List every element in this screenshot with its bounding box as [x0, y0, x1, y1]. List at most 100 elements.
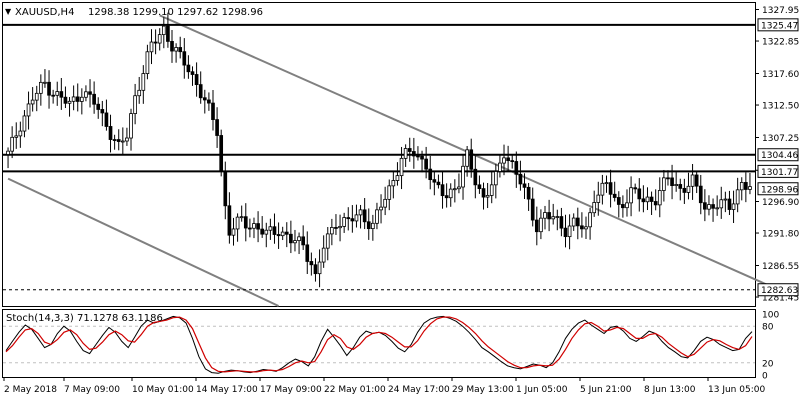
level-price-label: 1304.46	[761, 151, 798, 161]
stoch-tick-label: 80	[762, 323, 774, 333]
candle-bull	[330, 227, 334, 235]
price-tick-label: 1317.60	[762, 70, 799, 80]
level-price-box	[757, 164, 799, 178]
time-tick-label: 24 May 17:00	[388, 385, 450, 395]
candle-bear	[108, 126, 113, 140]
candle-bull	[748, 186, 752, 190]
candle-bull	[10, 136, 14, 152]
candle-bear	[88, 91, 92, 95]
candle-bear	[641, 198, 646, 203]
candle-bull	[79, 96, 84, 102]
candle-bear	[334, 227, 338, 229]
candle-bear	[100, 109, 105, 114]
candle-bull	[739, 182, 744, 191]
candle-bear	[678, 184, 683, 189]
level-price-label: 1282.63	[761, 286, 798, 296]
candle-bear	[416, 155, 420, 158]
candle-bear	[243, 216, 248, 229]
candle-bear	[194, 74, 199, 86]
candle-bull	[67, 100, 72, 104]
candle-bear	[547, 212, 551, 220]
candle-bear	[711, 204, 715, 209]
level-price-label: 1301.77	[761, 168, 798, 178]
candle-bear	[223, 170, 228, 207]
candle-bull	[588, 212, 592, 228]
candle-bull	[457, 186, 461, 190]
candle-bear	[215, 119, 219, 136]
level-price-box	[757, 18, 799, 32]
candle-bear	[666, 177, 670, 180]
candle-bear	[698, 185, 703, 204]
candle-bull	[375, 209, 379, 224]
candle-bull	[6, 150, 10, 155]
candle-bear	[506, 157, 510, 162]
candle-bear	[96, 103, 101, 110]
candle-bear	[514, 161, 519, 175]
level-price-label: 1325.47	[761, 21, 798, 31]
candle-bull	[539, 217, 543, 233]
candle-bear	[682, 187, 687, 193]
candle-bull	[662, 177, 666, 191]
time-tick-label: 5 Jun 21:00	[580, 385, 632, 395]
candle-bear	[670, 177, 674, 186]
candle-bull	[34, 92, 39, 101]
candle-bull	[149, 41, 154, 53]
candle-bull	[555, 216, 560, 218]
trendline-2	[7, 177, 280, 307]
candle-bear	[633, 187, 638, 190]
candle-bear	[92, 93, 96, 105]
candle-bull	[120, 140, 125, 143]
candles-layer	[6, 12, 752, 288]
candle-bull	[543, 212, 547, 219]
price-tick-label: 1327.95	[762, 6, 799, 16]
candle-bull	[293, 240, 297, 244]
candle-bull	[71, 96, 76, 102]
candle-bear	[170, 41, 174, 52]
price-tick-label: 1296.90	[762, 198, 799, 208]
time-tick-label: 29 May 13:00	[452, 385, 514, 395]
candle-bull	[84, 91, 88, 98]
candle-bear	[612, 193, 617, 198]
candle-bull	[399, 157, 404, 177]
candle-bear	[272, 226, 277, 235]
candle-bull	[674, 184, 679, 186]
candle-bull	[342, 217, 346, 227]
candle-bull	[403, 148, 408, 159]
stoch-tick-label: 100	[762, 311, 779, 321]
chart-menu-arrow[interactable]: ▼	[5, 7, 12, 16]
candle-bear	[608, 182, 613, 195]
candle-bull	[145, 51, 150, 74]
candle-bull	[55, 91, 60, 96]
candle-bull	[657, 190, 662, 206]
candle-bear	[276, 234, 281, 237]
candle-bull	[137, 89, 142, 97]
candle-bear	[575, 217, 580, 227]
candle-bear	[444, 195, 449, 199]
time-tick-label: 14 May 17:00	[196, 385, 258, 395]
candle-bull	[387, 185, 392, 200]
candle-bear	[198, 84, 203, 99]
candle-bull	[600, 182, 605, 196]
time-axis: 2 May 2018 7 May 09:00 10 May 01:00 14 May …	[3, 377, 765, 395]
price-tick-label: 1291.80	[762, 230, 799, 240]
candle-bull	[645, 196, 650, 203]
candle-bull	[498, 162, 502, 172]
candle-bull	[231, 228, 236, 236]
candle-bull	[584, 226, 588, 230]
current-price-label: 1298.96	[761, 185, 798, 195]
candle-bull	[379, 206, 383, 211]
candle-bear	[526, 186, 531, 200]
time-tick-label: 13 Jun 05:00	[708, 385, 765, 395]
candle-bull	[452, 188, 457, 191]
price-tick-label: 1286.55	[762, 262, 799, 272]
level-price-box	[757, 283, 799, 297]
candle-bear	[469, 149, 474, 170]
ohlc-readout: 1298.38 1299.10 1297.62 1298.96	[88, 7, 263, 18]
candle-bull	[264, 229, 269, 235]
price-axis: 1327.95 1322.85 1317.60 1312.50 1307.25 1301.…	[755, 6, 799, 304]
candle-bear	[649, 196, 654, 202]
candle-bull	[461, 165, 465, 188]
level-lines-layer	[3, 23, 755, 291]
candle-bear	[637, 188, 642, 200]
